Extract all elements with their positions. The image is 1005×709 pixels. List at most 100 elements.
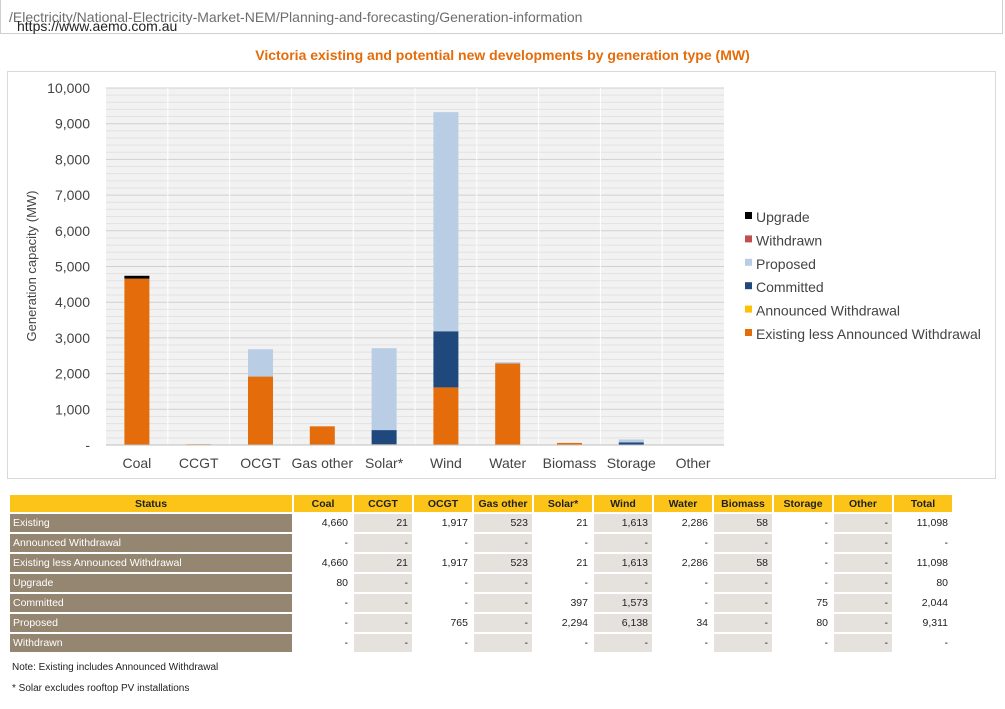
x-tick-label: Gas other — [292, 455, 354, 471]
table-cell: 4,660 — [294, 554, 352, 572]
address-bar[interactable]: https://www.aemo.com.au/Electricity/Nati… — [0, 0, 1003, 34]
bar-upgrade — [124, 275, 150, 279]
table-cell: - — [834, 614, 892, 632]
table-cell: 9,311 — [894, 614, 952, 632]
stacked-bar-chart: - 1,000 2,000 3,000 4,000 5,000 6,000 7,000 8,00… — [24, 80, 981, 471]
generation-table: Status Coal CCGT OCGT Gas other Solar* Wind Wat… — [8, 493, 954, 654]
table-cell: - — [594, 534, 652, 552]
table-cell: - — [474, 574, 532, 592]
table-cell: - — [294, 594, 352, 612]
bar-existing-less-announced-withdrawal — [248, 376, 273, 445]
column-header: Gas other — [474, 495, 532, 512]
x-tick-label: Water — [489, 455, 526, 471]
x-tick-label: Solar* — [365, 455, 404, 471]
table-cell: - — [594, 574, 652, 592]
table-cell: 1,613 — [594, 554, 652, 572]
x-tick-label: OCGT — [240, 455, 281, 471]
table-cell: - — [534, 634, 592, 652]
table-cell: - — [714, 614, 772, 632]
table-cell: - — [414, 594, 472, 612]
table-cell: - — [354, 574, 412, 592]
row-status-label: Announced Withdrawal — [10, 534, 292, 552]
table-header-row: Status Coal CCGT OCGT Gas other Solar* Wind Wat… — [10, 495, 952, 512]
y-tick-label: 2,000 — [55, 366, 90, 382]
row-status-label: Upgrade — [10, 574, 292, 592]
y-tick-label: 6,000 — [55, 223, 90, 239]
table-cell: - — [354, 534, 412, 552]
row-status-label: Withdrawn — [10, 634, 292, 652]
bar-existing-less-announced-withdrawal — [124, 278, 150, 445]
legend-label: Announced Withdrawal — [756, 303, 900, 319]
y-tick-label: 3,000 — [55, 330, 90, 346]
column-header: CCGT — [354, 495, 412, 512]
table-cell: - — [414, 534, 472, 552]
table-cell: - — [474, 534, 532, 552]
column-header: Total — [894, 495, 952, 512]
table-cell: - — [834, 594, 892, 612]
table-row: Withdrawn - - - - - - - - - - - — [10, 634, 952, 652]
note-solar: * Solar excludes rooftop PV installation… — [12, 683, 190, 694]
column-header: Biomass — [714, 495, 772, 512]
table-cell: - — [834, 634, 892, 652]
table-row: Announced Withdrawal - - - - - - - - - - - — [10, 534, 952, 552]
y-axis-label: Generation capacity (MW) — [24, 191, 39, 342]
table-cell: 523 — [474, 554, 532, 572]
bar-existing-less-announced-withdrawal — [309, 426, 335, 445]
legend-label: Withdrawn — [756, 232, 822, 248]
row-status-label: Committed — [10, 594, 292, 612]
row-status-label: Existing — [10, 514, 292, 532]
y-tick-label: 5,000 — [55, 259, 90, 275]
table-body: Existing 4,660 21 1,917 523 21 1,613 2,286 58- -1… — [10, 514, 952, 652]
table-cell: - — [474, 614, 532, 632]
note-existing: Note: Existing includes Announced Withdr… — [12, 662, 219, 673]
legend-swatch — [745, 212, 752, 219]
bar-committed — [433, 331, 459, 388]
column-header: OCGT — [414, 495, 472, 512]
table-cell: - — [714, 634, 772, 652]
table-cell: 21 — [354, 554, 412, 572]
bar-existing-less-announced-withdrawal — [495, 363, 521, 445]
table-cell: - — [534, 534, 592, 552]
table-cell: - — [294, 614, 352, 632]
table-cell: - — [654, 634, 712, 652]
url-text: https://www.aemo.com.au/Electricity/Nati… — [9, 9, 582, 34]
table-cell: - — [354, 634, 412, 652]
table-cell: - — [474, 634, 532, 652]
table-cell: 21 — [354, 514, 412, 532]
table-cell: - — [834, 534, 892, 552]
table-cell: - — [654, 594, 712, 612]
table-cell: - — [774, 634, 832, 652]
table-row: Proposed - -765-2,294 6,138 34-80-9,311 — [10, 614, 952, 632]
legend-swatch — [745, 258, 752, 266]
table-cell: - — [834, 514, 892, 532]
bar-proposed — [495, 362, 521, 364]
bar-proposed — [618, 439, 644, 443]
table-cell: 2,294 — [534, 614, 592, 632]
y-tick-label: 10,000 — [47, 80, 90, 96]
bar-existing-less-announced-withdrawal — [433, 387, 459, 445]
y-tick-label: - — [85, 437, 90, 453]
table-cell: - — [894, 534, 952, 552]
table-cell: - — [414, 634, 472, 652]
y-tick-label: 7,000 — [55, 187, 90, 203]
table-cell: 58 — [714, 554, 772, 572]
column-header: Status — [10, 495, 292, 512]
row-status-label: Proposed — [10, 614, 292, 632]
bar-proposed — [371, 348, 397, 431]
column-header: Coal — [294, 495, 352, 512]
legend-swatch — [745, 329, 752, 336]
table-cell: 397 — [534, 594, 592, 612]
x-tick-label: Other — [676, 455, 711, 471]
table-cell: - — [414, 574, 472, 592]
table-cell: - — [774, 514, 832, 532]
bar-committed — [371, 430, 397, 445]
table-cell: 6,138 — [594, 614, 652, 632]
x-tick-label: Coal — [123, 455, 152, 471]
table-cell: 75 — [774, 594, 832, 612]
legend-label: Existing less Announced Withdrawal — [756, 326, 981, 342]
bar-committed — [618, 442, 644, 445]
x-tick-label: Wind — [430, 455, 462, 471]
row-status-label: Existing less Announced Withdrawal — [10, 554, 292, 572]
table-cell: 4,660 — [294, 514, 352, 532]
table-cell: - — [714, 574, 772, 592]
